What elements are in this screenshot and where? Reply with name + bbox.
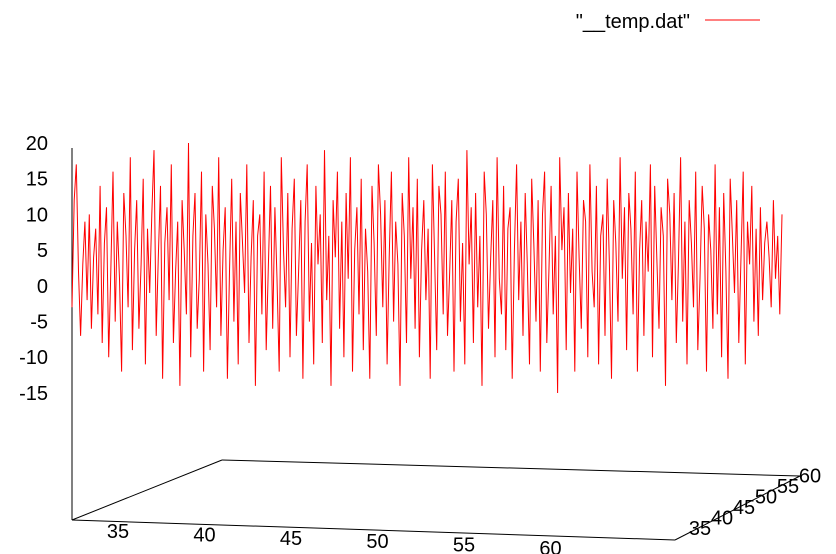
- z-tick-label: 5: [37, 240, 48, 262]
- z-tick-label: -5: [30, 312, 48, 334]
- y-tick-label: 55: [777, 476, 799, 498]
- y-tick-group: 35 40 45 50 55 60: [689, 466, 821, 541]
- z-tick-label: 10: [26, 204, 48, 226]
- z-tick-group: 20 15 10 5 0 -5 -10 -15: [19, 133, 48, 405]
- x-tick-label: 50: [366, 531, 388, 553]
- y-tick-label: 60: [799, 466, 821, 488]
- y-tick-label: 35: [689, 518, 711, 540]
- z-tick-label: -15: [19, 383, 48, 405]
- y-tick-label: 40: [711, 508, 733, 530]
- y-axis-right: [674, 475, 801, 541]
- x-tick-label: 55: [453, 535, 475, 554]
- y-axis-left: [71, 459, 223, 521]
- legend-label: "__temp.dat": [576, 11, 690, 33]
- z-tick-label: 15: [26, 169, 48, 191]
- x-tick-label: 45: [280, 528, 302, 550]
- x-tick-label: 35: [107, 521, 129, 543]
- x-tick-label: 60: [539, 538, 561, 554]
- x-tick-label: 40: [193, 524, 215, 546]
- x-axis-front: [71, 519, 676, 541]
- y-tick-label: 50: [755, 487, 777, 509]
- x-tick-group: 35 40 45 50 55 60: [107, 521, 562, 554]
- series-line: [71, 142, 783, 394]
- z-tick-label: 20: [26, 133, 48, 155]
- x-axis-back: [221, 459, 801, 477]
- series-group: [71, 142, 783, 394]
- z-tick-label: -10: [19, 347, 48, 369]
- z-tick-label: 0: [37, 276, 48, 298]
- y-tick-label: 45: [733, 497, 755, 519]
